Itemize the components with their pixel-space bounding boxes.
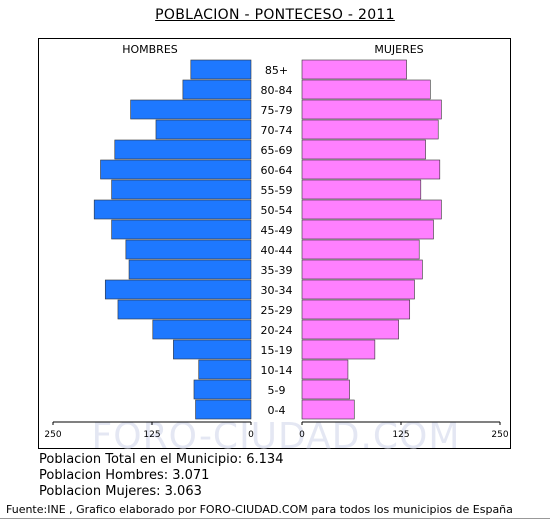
age-label-50-54: 50-54: [261, 204, 293, 217]
bar-mujeres-40-44: [301, 239, 420, 260]
chart-frame: FORO-CIUDAD.COM HOMBRES MUJERES 85+ 80-84 75…: [38, 38, 511, 457]
tick-label-left-125: 125: [143, 430, 160, 440]
source-note: Fuente:INE , Grafico elaborado por FORO-…: [6, 503, 513, 516]
age-label-65-69: 65-69: [261, 144, 293, 157]
age-label-75-79: 75-79: [261, 104, 293, 117]
bar-hombres-15-19: [173, 339, 252, 360]
bar-hombres-65-69: [114, 139, 252, 160]
bar-hombres-55-59: [111, 179, 252, 200]
bar-mujeres-10-14: [301, 359, 349, 380]
bar-mujeres-65-69: [301, 139, 426, 160]
bar-mujeres-45-49: [301, 219, 434, 240]
tick-label-right-2: 250: [491, 430, 508, 440]
bar-mujeres-80-84: [301, 79, 431, 100]
bar-mujeres-70-74: [301, 119, 439, 140]
bar-hombres-70-74: [155, 119, 252, 140]
bar-mujeres-15-19: [301, 339, 376, 360]
bar-mujeres-60-64: [301, 159, 441, 180]
bar-mujeres-50-54: [301, 199, 442, 220]
bar-hombres-40-44: [125, 239, 252, 260]
age-label-30-34: 30-34: [261, 284, 293, 297]
tick-label-right-0: 0: [299, 430, 305, 440]
bar-mujeres-55-59: [301, 179, 422, 200]
age-label-60-64: 60-64: [261, 164, 293, 177]
chart-title: POBLACION - PONTECESO - 2011: [155, 7, 395, 23]
stat-total: Poblacion Total en el Municipio: 6.134: [39, 452, 284, 467]
age-label-80-84: 80-84: [261, 84, 293, 97]
bar-mujeres-5-9: [301, 379, 350, 400]
bar-mujeres-0-4: [301, 399, 355, 420]
population-pyramid-chart: HOMBRES MUJERES 85+ 80-84 75-79 70-74 65-69 60-…: [44, 43, 508, 440]
bar-hombres-20-24: [152, 319, 252, 340]
age-label-15-19: 15-19: [261, 344, 293, 357]
bar-mujeres-25-29: [301, 299, 411, 320]
bar-mujeres-85+: [301, 59, 407, 80]
bar-hombres-35-39: [128, 259, 252, 280]
bar-hombres-60-64: [100, 159, 252, 180]
stat-hombres: Poblacion Hombres: 3.071: [39, 468, 210, 483]
age-label-0-4: 0-4: [268, 404, 286, 417]
bar-hombres-80-84: [182, 79, 252, 100]
bar-hombres-10-14: [198, 359, 252, 380]
watermark: FORO-CIUDAD.COM: [91, 416, 461, 457]
bottom-border: [0, 518, 550, 519]
bar-hombres-75-79: [130, 99, 252, 120]
bar-hombres-0-4: [195, 399, 252, 420]
bar-hombres-85+: [190, 59, 252, 80]
age-label-45-49: 45-49: [261, 224, 293, 237]
stat-mujeres: Poblacion Mujeres: 3.063: [39, 484, 202, 499]
age-label-85+: 85+: [265, 64, 288, 77]
age-label-20-24: 20-24: [261, 324, 293, 337]
bar-mujeres-35-39: [301, 259, 423, 280]
tick-label-right-1: 125: [392, 430, 409, 440]
bar-mujeres-30-34: [301, 279, 415, 300]
age-label-70-74: 70-74: [261, 124, 293, 137]
bar-mujeres-75-79: [301, 99, 442, 120]
series-label-mujeres: MUJERES: [374, 43, 423, 56]
bar-hombres-30-34: [104, 279, 252, 300]
bar-mujeres-20-24: [301, 319, 399, 340]
bar-hombres-45-49: [111, 219, 252, 240]
population-stats: Poblacion Total en el Municipio: 6.134 P…: [39, 452, 283, 500]
age-label-5-9: 5-9: [268, 384, 286, 397]
age-label-40-44: 40-44: [261, 244, 293, 257]
series-label-hombres: HOMBRES: [122, 43, 178, 56]
bar-hombres-50-54: [93, 199, 252, 220]
age-label-35-39: 35-39: [261, 264, 293, 277]
age-label-10-14: 10-14: [261, 364, 293, 377]
age-label-25-29: 25-29: [261, 304, 293, 317]
tick-label-left-250: 250: [44, 430, 61, 440]
bar-hombres-5-9: [193, 379, 252, 400]
tick-label-left-0: 0: [248, 430, 254, 440]
age-label-55-59: 55-59: [261, 184, 293, 197]
bar-hombres-25-29: [117, 299, 252, 320]
